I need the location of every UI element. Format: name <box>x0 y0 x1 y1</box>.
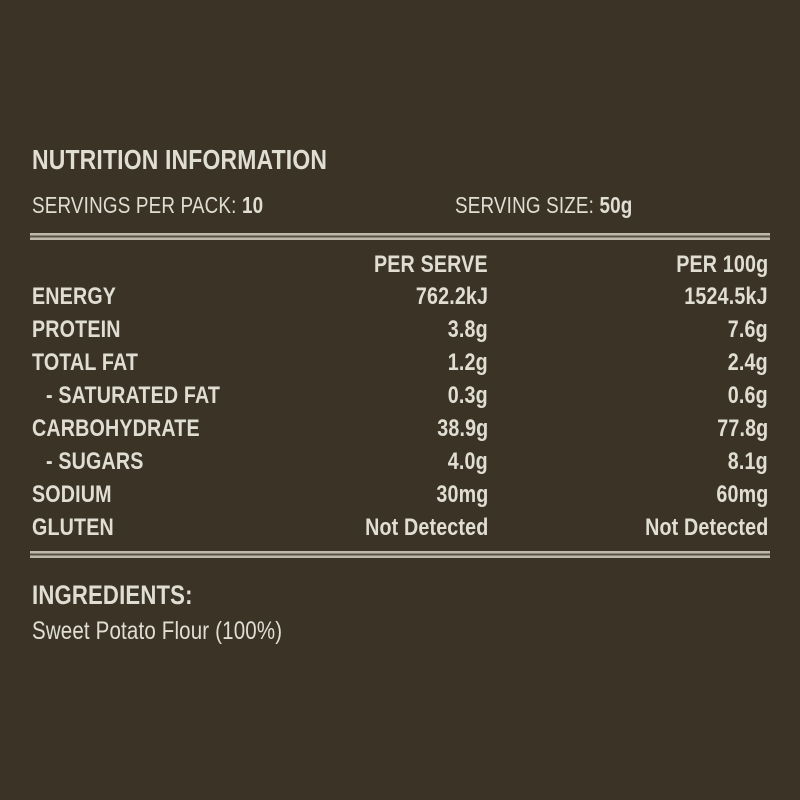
divider-top <box>30 233 770 240</box>
row-label-gluten: GLUTEN <box>32 513 114 541</box>
column-header-per-serve: PER SERVE <box>374 251 488 278</box>
column-header-per-100g: PER 100g <box>675 251 768 278</box>
table-corner-empty <box>32 250 312 280</box>
serving-size-label: SERVING SIZE: <box>455 192 595 218</box>
value-sugars-per-serve: 4.0g <box>447 447 488 475</box>
ingredients-title: INGREDIENTS: <box>32 580 193 610</box>
value-gluten-per-100g: Not Detected <box>644 513 768 541</box>
serving-size-value: 50g <box>599 192 633 218</box>
servings-per-pack-value: 10 <box>241 192 264 218</box>
value-energy-per-100g: 1524.5kJ <box>684 282 768 310</box>
nutrition-title-text: NUTRITION INFORMATION <box>32 144 328 175</box>
value-sodium-per-100g: 60mg <box>715 480 768 508</box>
serving-info-row: SERVINGS PER PACK: 10 SERVING SIZE: 50g <box>32 192 768 220</box>
value-energy-per-serve: 762.2kJ <box>415 282 488 310</box>
row-label-sodium: SODIUM <box>32 480 112 508</box>
ingredients-text: Sweet Potato Flour (100%) <box>32 617 283 645</box>
serving-size: SERVING SIZE: 50g <box>455 192 632 219</box>
row-label-protein: PROTEIN <box>32 315 121 343</box>
nutrition-title: NUTRITION INFORMATION <box>32 144 392 176</box>
value-saturated-fat-per-100g: 0.6g <box>727 381 768 409</box>
value-sugars-per-100g: 8.1g <box>727 447 768 475</box>
row-label-saturated-fat: - SATURATED FAT <box>46 381 221 409</box>
value-total-fat-per-serve: 1.2g <box>447 348 488 376</box>
row-label-total-fat: TOTAL FAT <box>32 348 139 376</box>
servings-per-pack: SERVINGS PER PACK: 10 <box>32 192 263 219</box>
row-label-sugars: - SUGARS <box>46 447 144 475</box>
value-protein-per-serve: 3.8g <box>447 315 488 343</box>
value-carbohydrate-per-100g: 77.8g <box>716 414 768 442</box>
divider-bottom <box>30 551 770 558</box>
row-label-energy: ENERGY <box>32 282 117 310</box>
value-gluten-per-serve: Not Detected <box>364 513 488 541</box>
nutrition-table: PER SERVE PER 100g ENERGY 762.2kJ 1524.5… <box>32 250 768 544</box>
servings-per-pack-label: SERVINGS PER PACK: <box>32 192 237 218</box>
value-sodium-per-serve: 30mg <box>435 480 488 508</box>
value-protein-per-100g: 7.6g <box>727 315 768 343</box>
value-total-fat-per-100g: 2.4g <box>727 348 768 376</box>
value-saturated-fat-per-serve: 0.3g <box>447 381 488 409</box>
row-label-carbohydrate: CARBOHYDRATE <box>32 414 200 442</box>
value-carbohydrate-per-serve: 38.9g <box>436 414 488 442</box>
